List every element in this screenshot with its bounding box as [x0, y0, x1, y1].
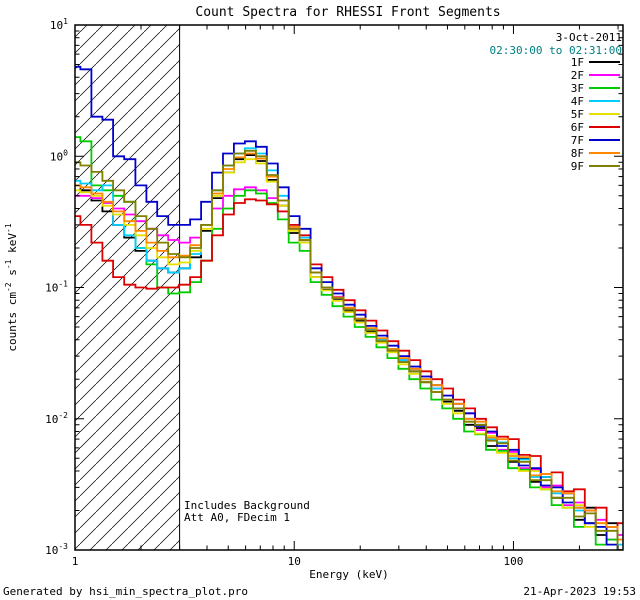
series-line-8F: [75, 152, 623, 541]
annotation-includes-background: Includes Background: [184, 499, 310, 512]
legend-label-4F: 4F: [571, 95, 584, 108]
chart-title: Count Spectra for RHESSI Front Segments: [195, 5, 501, 20]
observation-time-range: 02:30:00 to 02:31:00: [489, 44, 622, 57]
y-tick-label: 10-2: [45, 411, 68, 426]
annotation-attenuator-state: Att A0, FDecim 1: [184, 511, 290, 524]
legend-label-1F: 1F: [571, 56, 584, 69]
observation-date: 3-Oct-2011: [555, 31, 622, 44]
x-axis-title: Energy (keV): [309, 568, 389, 581]
y-tick-label: 101: [50, 17, 68, 32]
legend-label-9F: 9F: [571, 160, 584, 173]
render-timestamp: 21-Apr-2023 19:53: [523, 585, 636, 598]
y-tick-label: 10-3: [45, 542, 68, 557]
legend-label-8F: 8F: [571, 147, 584, 160]
x-tick-label: 1: [72, 555, 79, 568]
series-line-7F: [75, 65, 619, 550]
generator-credit: Generated by hsi_min_spectra_plot.pro: [3, 585, 249, 598]
legend-label-2F: 2F: [571, 69, 584, 82]
legend-label-3F: 3F: [571, 82, 584, 95]
legend-label-6F: 6F: [571, 121, 584, 134]
x-tick-label: 10: [288, 555, 301, 568]
series-line-5F: [75, 158, 623, 546]
y-tick-label: 10-1: [45, 280, 68, 295]
series-line-6F: [75, 198, 623, 528]
series-line-9F: [75, 149, 623, 550]
y-tick-label: 100: [50, 148, 68, 163]
legend-label-5F: 5F: [571, 108, 584, 121]
legend-label-7F: 7F: [571, 134, 584, 147]
x-tick-label: 100: [504, 555, 524, 568]
y-axis-title: counts cm-2 s-1 keV-1: [4, 223, 19, 351]
